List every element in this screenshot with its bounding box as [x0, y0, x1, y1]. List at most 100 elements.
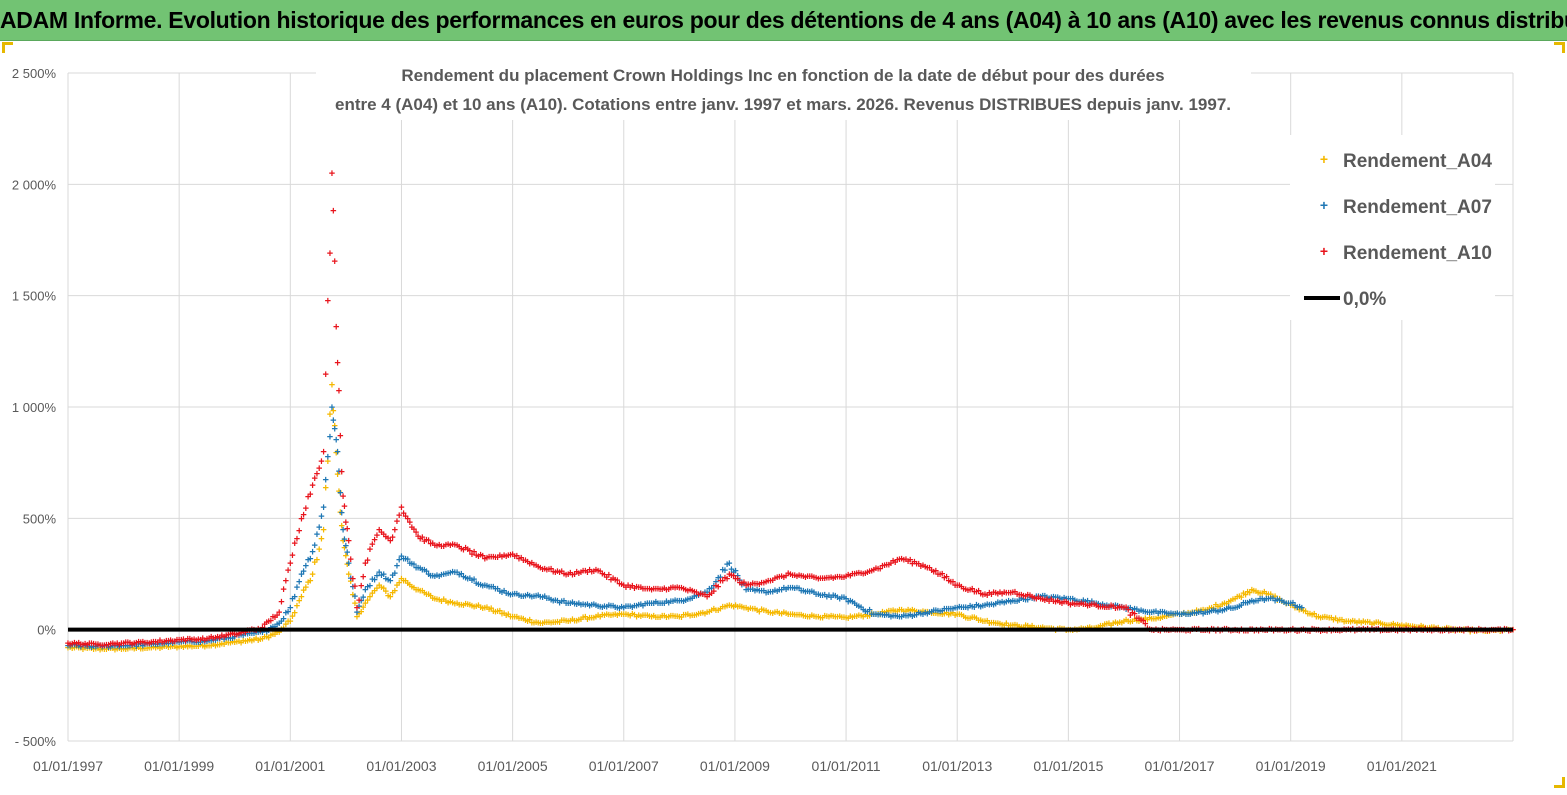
data-point: +	[161, 638, 167, 650]
data-point: +	[413, 527, 419, 539]
legend-label-a07: Rendement_A07	[1343, 197, 1492, 218]
data-point: +	[956, 580, 962, 592]
data-point: +	[754, 585, 760, 597]
data-point: +	[242, 627, 248, 639]
data-point: +	[1238, 600, 1244, 612]
data-point: +	[507, 611, 513, 623]
data-point: +	[657, 598, 663, 610]
data-point: +	[975, 615, 981, 627]
data-point: +	[854, 600, 860, 612]
data-point: +	[661, 611, 667, 623]
data-point: +	[580, 566, 586, 578]
data-point: +	[1121, 602, 1127, 614]
data-point: +	[314, 554, 320, 566]
data-point: +	[1076, 596, 1082, 608]
data-point: +	[657, 612, 663, 624]
data-point: +	[1285, 598, 1291, 610]
data-point: +	[352, 598, 358, 610]
data-point: +	[333, 448, 339, 460]
data-point: +	[479, 603, 485, 615]
data-point: +	[576, 568, 582, 580]
data-point: +	[376, 567, 382, 579]
data-point: +	[631, 583, 637, 595]
data-point: +	[896, 611, 902, 623]
data-point: +	[174, 635, 180, 647]
data-point: +	[935, 569, 941, 581]
data-point: +	[576, 598, 582, 610]
data-point: +	[650, 583, 656, 595]
data-point: +	[595, 601, 601, 613]
data-point: +	[963, 602, 969, 614]
x-tick-label: 01/01/2001	[255, 758, 325, 774]
data-point: +	[137, 644, 143, 656]
data-point: +	[473, 601, 479, 613]
data-point: +	[438, 570, 444, 582]
data-point: +	[683, 595, 689, 607]
data-point: +	[1136, 613, 1142, 625]
data-point: +	[1259, 588, 1265, 600]
data-point: +	[1324, 626, 1330, 638]
data-point: +	[1225, 597, 1231, 609]
data-point: +	[486, 604, 492, 616]
data-point: +	[318, 534, 324, 546]
data-point: +	[1125, 605, 1131, 617]
data-point: +	[234, 636, 240, 648]
data-point: +	[259, 627, 265, 639]
data-point: +	[1074, 599, 1080, 611]
data-point: +	[1228, 603, 1234, 615]
data-point: +	[856, 610, 862, 622]
data-point: +	[193, 635, 199, 647]
data-point: +	[1257, 594, 1263, 606]
data-point: +	[140, 637, 146, 649]
data-point: +	[1279, 596, 1285, 608]
data-point: +	[520, 613, 526, 625]
data-point: +	[593, 611, 599, 623]
data-point: +	[509, 549, 515, 561]
data-point: +	[1388, 620, 1394, 632]
data-point: +	[776, 608, 782, 620]
data-point: +	[417, 533, 423, 545]
data-point: +	[518, 613, 524, 625]
data-point: +	[726, 569, 732, 581]
data-point: +	[460, 600, 466, 612]
data-point: +	[1020, 594, 1026, 606]
data-point: +	[743, 580, 749, 592]
data-point: +	[292, 538, 298, 550]
data-point: +	[473, 578, 479, 590]
data-point: +	[763, 576, 769, 588]
data-point: +	[1265, 593, 1271, 605]
data-point: +	[1112, 603, 1118, 615]
data-point: +	[1332, 613, 1338, 625]
data-point: +	[988, 617, 994, 629]
legend-label-a04: Rendement_A04	[1343, 151, 1492, 172]
data-point: +	[1356, 616, 1362, 628]
data-point: +	[1127, 602, 1133, 614]
data-point: +	[447, 540, 453, 552]
data-point: +	[958, 602, 964, 614]
data-point: +	[943, 604, 949, 616]
data-point: +	[1061, 597, 1067, 609]
data-point: +	[960, 583, 966, 595]
data-point: +	[520, 591, 526, 603]
data-point: +	[257, 627, 263, 639]
data-point: +	[1187, 608, 1193, 620]
y-axis-labels: - 500%0%500%1 000%1 500%2 000%2 500%	[12, 66, 57, 749]
data-point: +	[809, 610, 815, 622]
data-point: +	[960, 611, 966, 623]
data-point: +	[767, 586, 773, 598]
data-point: +	[556, 597, 562, 609]
data-point: +	[305, 492, 311, 504]
data-point: +	[830, 611, 836, 623]
data-point: +	[1102, 619, 1108, 631]
data-point: +	[152, 636, 158, 648]
data-point: +	[1446, 626, 1452, 638]
data-point: +	[411, 559, 417, 571]
data-point: +	[240, 630, 246, 642]
data-point: +	[851, 568, 857, 580]
data-point: +	[329, 168, 335, 180]
data-point: +	[440, 594, 446, 606]
data-point: +	[1215, 606, 1221, 618]
data-point: +	[1255, 596, 1261, 608]
data-point: +	[512, 588, 518, 600]
data-point: +	[792, 583, 798, 595]
